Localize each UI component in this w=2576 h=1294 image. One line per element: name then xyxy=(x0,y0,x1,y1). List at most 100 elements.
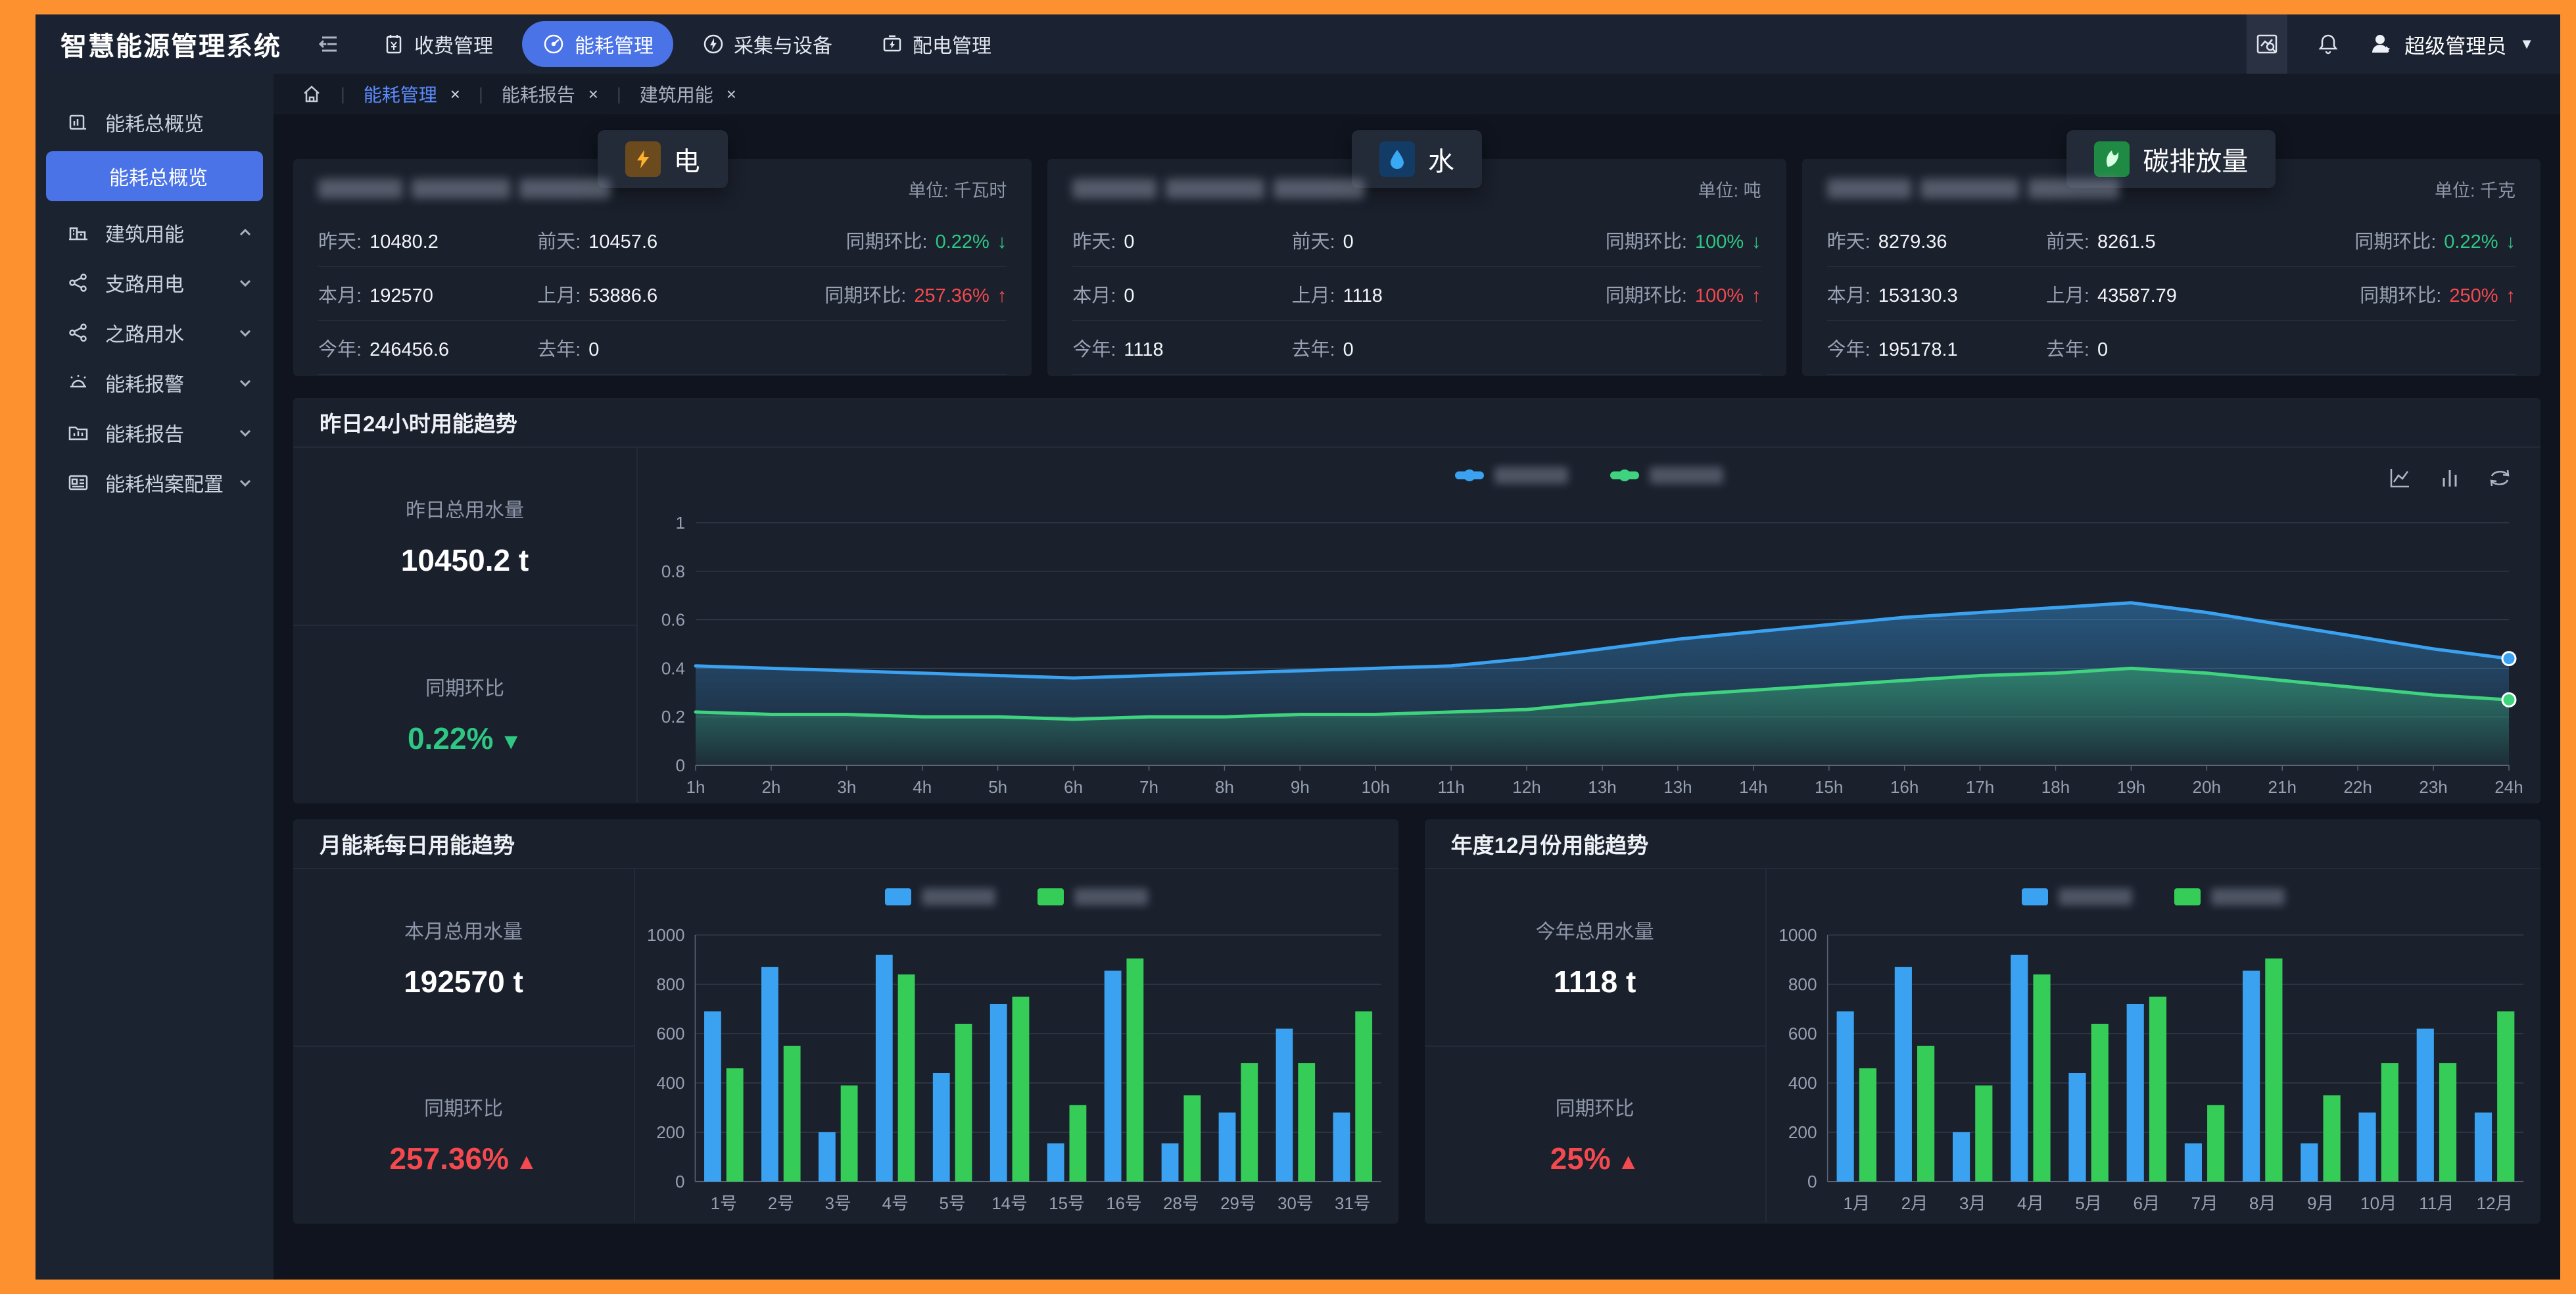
close-icon[interactable]: × xyxy=(450,84,460,104)
branch-icon xyxy=(69,324,87,342)
svg-text:3h: 3h xyxy=(837,777,856,797)
notifications-button[interactable] xyxy=(2316,32,2340,56)
legend-item-series-2[interactable] xyxy=(2174,888,2285,905)
legend-redacted-text xyxy=(1650,467,1723,484)
line-chart-icon[interactable] xyxy=(2387,465,2413,491)
svg-text:0.6: 0.6 xyxy=(661,610,685,630)
svg-text:3号: 3号 xyxy=(825,1195,851,1213)
sidebar-item-energy-overview[interactable]: 能耗总概览 xyxy=(36,97,274,147)
sidebar: 能耗总概览 能耗总概览 建筑用能 支路用电 之路用水 xyxy=(36,74,274,1280)
arrow-up-icon: ↑ xyxy=(997,285,1007,306)
user-name: 超级管理员 xyxy=(2404,34,2507,58)
svg-text:14号: 14号 xyxy=(991,1195,1028,1213)
svg-text:400: 400 xyxy=(1788,1073,1817,1093)
legend-item-series-2[interactable] xyxy=(1038,888,1149,905)
panel-title: 年度12月份用能趋势 xyxy=(1424,819,2540,869)
arrow-up-icon: ↑ xyxy=(1752,285,1761,306)
menu-item-collection-devices[interactable]: 采集与设备 xyxy=(682,21,852,67)
tab-energy-management[interactable]: 能耗管理 × xyxy=(364,81,460,107)
svg-text:13h: 13h xyxy=(1663,777,1692,797)
svg-text:0.4: 0.4 xyxy=(661,658,685,678)
menu-item-power-distribution[interactable]: 配电管理 xyxy=(861,21,1011,67)
sidebar-subitem-energy-overview-active[interactable]: 能耗总概览 xyxy=(46,151,263,201)
close-icon[interactable]: × xyxy=(726,84,736,104)
archive-icon xyxy=(68,475,88,491)
legend-marker xyxy=(885,888,912,905)
panel-title: 月能耗每日用能趋势 xyxy=(293,819,1398,869)
stat-row: 本月: 153130.3 上月: 43587.79 同期环比: 250% ↑ xyxy=(1826,267,2516,321)
sidebar-item-label: 之路用水 xyxy=(105,324,184,346)
home-tab-button[interactable] xyxy=(301,84,322,105)
kpi-chart-button[interactable] xyxy=(2247,14,2288,74)
svg-text:23h: 23h xyxy=(2419,777,2447,797)
legend-item-series-1[interactable] xyxy=(1455,467,1568,484)
chevron-down-icon xyxy=(239,479,251,487)
svg-text:1: 1 xyxy=(676,513,685,533)
dashboard-content: 电 单位: 千瓦时 昨天: 10480.2 前天: 10457.6 同期环比: 0.2… xyxy=(274,114,2560,1280)
chart-legend xyxy=(635,869,1398,924)
tab-building-energy[interactable]: 建筑用能 × xyxy=(640,81,736,107)
stat-row: 今年: 246456.6 去年: 0 xyxy=(318,321,1007,375)
sidebar-item-energy-report[interactable]: 能耗报告 xyxy=(36,408,274,458)
svg-text:21h: 21h xyxy=(2268,777,2297,797)
svg-text:400: 400 xyxy=(656,1074,684,1093)
daily-bar-chart: 0 200 400 600 800 1000 1号 2号 3号 4号 5号 14号 15号 16号 28号 2… xyxy=(647,926,1381,1213)
svg-text:11月: 11月 xyxy=(2419,1193,2454,1213)
tab-label: 能耗管理 xyxy=(363,85,437,105)
legend-marker xyxy=(1455,469,1484,481)
sidebar-item-branch-water[interactable]: 之路用水 xyxy=(36,308,274,358)
chevron-up-icon xyxy=(239,228,251,236)
badge-label: 电 xyxy=(673,147,700,176)
sidebar-item-branch-electricity[interactable]: 支路用电 xyxy=(36,258,274,308)
bell-icon xyxy=(2318,34,2338,55)
panel-title: 昨日24小时用能趋势 xyxy=(293,398,2540,448)
legend-item-series-1[interactable] xyxy=(885,888,996,905)
tab-separator: | xyxy=(616,84,621,104)
stat-label: 同期环比 xyxy=(1555,1098,1634,1120)
svg-text:9h: 9h xyxy=(1291,777,1310,797)
sidebar-item-energy-archive-config[interactable]: 能耗档案配置 xyxy=(36,458,274,508)
svg-text:2h: 2h xyxy=(761,777,780,797)
svg-text:31号: 31号 xyxy=(1335,1195,1371,1213)
chevron-down-icon: ▼ xyxy=(2519,36,2534,52)
sidebar-item-building-energy[interactable]: 建筑用能 xyxy=(36,208,274,258)
tab-label: 建筑用能 xyxy=(639,85,713,105)
user-menu[interactable]: 超级管理员 ▼ xyxy=(2369,30,2534,59)
stat-value: 25% ▲ xyxy=(1550,1141,1640,1176)
sidebar-item-label: 能耗报告 xyxy=(105,424,184,446)
stat-cards-row: 电 单位: 千瓦时 昨天: 10480.2 前天: 10457.6 同期环比: 0.2… xyxy=(293,130,2540,376)
legend-redacted-text xyxy=(2059,888,2133,905)
sidebar-item-energy-alarm[interactable]: 能耗报警 xyxy=(36,358,274,408)
bar-chart-icon[interactable] xyxy=(2437,465,2463,491)
menu-item-energy[interactable]: 能耗管理 xyxy=(522,21,673,67)
close-icon[interactable]: × xyxy=(588,84,598,104)
legend-item-series-2[interactable] xyxy=(1610,467,1723,484)
stat-row: 今年: 195178.1 去年: 0 xyxy=(1826,321,2516,375)
sidebar-collapse-icon[interactable] xyxy=(317,32,341,56)
arrow-down-icon: ↓ xyxy=(997,231,1007,252)
stat-row: 昨天: 8279.36 前天: 8261.5 同期环比: 0.22% ↓ xyxy=(1826,213,2516,267)
home-icon xyxy=(304,85,320,103)
tab-energy-report[interactable]: 能耗报告 × xyxy=(502,81,598,107)
hourly-trend-panel: 昨日24小时用能趋势 昨日总用水量 10450.2 t 同期环比 0.22% ▼ xyxy=(293,398,2540,803)
branch-icon xyxy=(69,274,87,292)
svg-text:5月: 5月 xyxy=(2075,1193,2102,1213)
menu-item-label: 采集与设备 xyxy=(734,36,832,57)
svg-text:12h: 12h xyxy=(1512,777,1540,797)
carbon-emission-card: 碳排放量 单位: 千克 昨天: 8279.36 前天: 8261.5 同期环比: 0.… xyxy=(1801,130,2540,376)
legend-item-series-1[interactable] xyxy=(2022,888,2133,905)
svg-text:8月: 8月 xyxy=(2249,1193,2276,1213)
menu-item-billing[interactable]: 收费管理 xyxy=(363,21,513,67)
tab-separator: | xyxy=(478,84,483,104)
unit-label: 单位: 吨 xyxy=(1698,180,1761,201)
restore-icon[interactable] xyxy=(2487,465,2513,491)
legend-redacted-text xyxy=(2211,888,2285,905)
monthly-side-stats: 今年总用水量 1118 t 同期环比 25% ▲ xyxy=(1424,869,1767,1222)
svg-text:5号: 5号 xyxy=(940,1195,966,1213)
svg-text:3月: 3月 xyxy=(1959,1193,1986,1213)
lightning-icon xyxy=(625,141,661,177)
building-icon xyxy=(69,227,87,241)
chart-search-icon xyxy=(2256,34,2278,54)
water-card: 水 单位: 吨 昨天: 0 前天: 0 同期环比: 100% ↓ xyxy=(1047,130,1786,376)
legend-marker xyxy=(1038,888,1064,905)
